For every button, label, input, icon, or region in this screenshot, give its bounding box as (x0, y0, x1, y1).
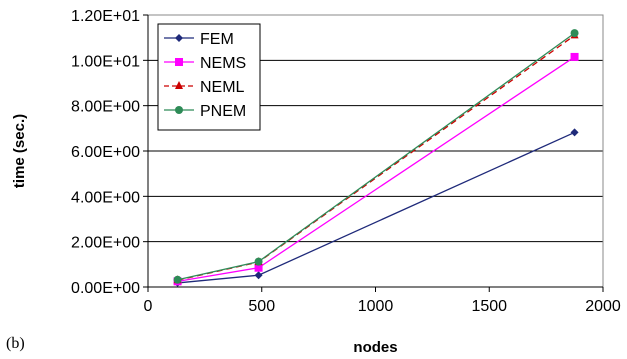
series-lines (173, 29, 579, 287)
data-point-pnem (570, 29, 579, 38)
y-axis-title: time (sec.) (11, 114, 28, 188)
x-tick-label: 500 (248, 298, 275, 315)
legend-item-fem: FEM (164, 31, 234, 48)
legend: FEM NEMS NEML PNEM (157, 23, 261, 131)
y-tick-label: 1.00E+01 (71, 53, 140, 70)
data-point-pnem (173, 275, 182, 284)
legend-label: PNEM (200, 103, 246, 120)
data-point-nems (570, 52, 579, 61)
x-axis-title: nodes (353, 339, 397, 356)
legend-item-neml: NEML (164, 79, 245, 96)
data-point-nems (254, 263, 263, 272)
data-point-fem (254, 271, 263, 280)
legend-swatch-marker (175, 34, 183, 42)
x-tick-label: 0 (144, 298, 153, 315)
y-axis: 0.00E+00 2.00E+00 4.00E+00 6.00E+00 8.00E+00… (71, 8, 149, 297)
series-fem (173, 128, 579, 287)
x-tick-label: 2000 (585, 298, 621, 315)
x-axis: 0 500 1000 1500 2000 (144, 286, 621, 315)
y-tick-label: 1.20E+01 (71, 8, 140, 25)
legend-swatch-marker (175, 106, 183, 114)
x-tick-label: 1000 (358, 298, 394, 315)
y-tick-label: 2.00E+00 (71, 235, 140, 252)
legend-item-nems: NEMS (164, 55, 246, 72)
legend-swatch-marker (175, 58, 183, 66)
x-tick-label: 1500 (471, 298, 507, 315)
data-point-fem (570, 128, 579, 137)
y-tick-label: 0.00E+00 (71, 280, 140, 297)
data-point-pnem (254, 257, 263, 266)
y-tick-label: 6.00E+00 (71, 144, 140, 161)
legend-swatch-marker (175, 81, 183, 89)
y-tick-label: 8.00E+00 (71, 99, 140, 116)
legend-box (157, 23, 261, 131)
legend-item-pnem: PNEM (164, 103, 246, 120)
series-pnem (173, 29, 579, 284)
legend-label: NEML (200, 79, 245, 96)
panel-label: (b) (6, 335, 25, 352)
legend-label: FEM (200, 31, 234, 48)
legend-label: NEMS (200, 55, 246, 72)
series-line-fem (177, 131, 575, 284)
y-tick-label: 4.00E+00 (71, 189, 140, 206)
